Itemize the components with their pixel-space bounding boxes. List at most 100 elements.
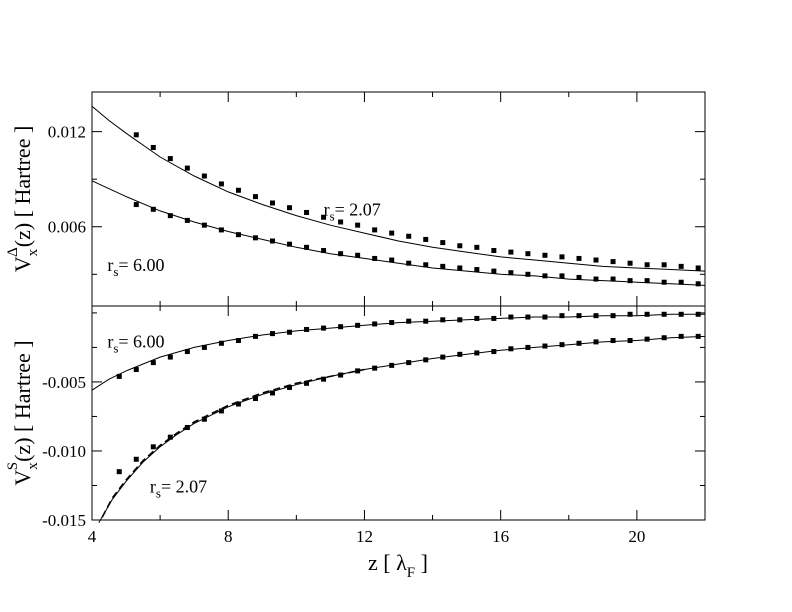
top-series-3-marker bbox=[525, 271, 531, 277]
bottom-series-1-marker bbox=[389, 320, 395, 326]
bottom-series-0-line bbox=[91, 313, 705, 391]
top-series-3-marker bbox=[610, 276, 616, 282]
top-series-3-marker bbox=[287, 241, 293, 247]
bottom-series-1-marker bbox=[218, 340, 224, 346]
bottom-series-4-marker bbox=[678, 333, 684, 339]
bottom-series-4-marker bbox=[627, 338, 633, 344]
bottom-series-1-marker bbox=[321, 325, 327, 331]
bottom-series-4-marker bbox=[133, 456, 139, 462]
x-tick-label: 8 bbox=[224, 527, 233, 546]
top-series-1-marker bbox=[491, 248, 497, 254]
bottom-series-4-marker bbox=[116, 469, 122, 475]
top-series-1-marker bbox=[610, 259, 616, 265]
top-series-1-marker bbox=[372, 227, 378, 233]
bottom-series-4-marker bbox=[593, 339, 599, 345]
bottom-series-4-marker bbox=[372, 365, 378, 371]
top-series-3-marker bbox=[372, 255, 378, 261]
bottom-series-1-marker bbox=[508, 314, 514, 320]
bottom-series-1-marker bbox=[133, 367, 139, 373]
top-annotation-label: rs= 6.00 bbox=[107, 255, 164, 279]
top-series-1-marker bbox=[423, 236, 429, 242]
bottom-panel-frame bbox=[91, 305, 706, 521]
top-y-axis-title-sup: Δ bbox=[5, 247, 21, 257]
top-series-3-marker bbox=[627, 278, 633, 284]
top-series-3-marker bbox=[252, 235, 258, 241]
bottom-series-4-marker bbox=[287, 384, 293, 390]
x-tick-label: 12 bbox=[356, 527, 373, 546]
top-series-1-marker bbox=[355, 222, 361, 228]
top-series-3-marker bbox=[576, 274, 582, 280]
bottom-y-tick-label: -0.005 bbox=[42, 373, 86, 392]
bottom-series-1-marker bbox=[627, 311, 633, 317]
top-series-1-marker bbox=[542, 252, 548, 258]
bottom-series-4-marker bbox=[508, 346, 514, 352]
bottom-series-4-marker bbox=[423, 357, 429, 363]
top-series-1-marker bbox=[201, 173, 207, 179]
top-series-1-marker bbox=[269, 200, 275, 206]
top-series-1-marker bbox=[287, 205, 293, 211]
top-series-1-marker bbox=[338, 219, 344, 225]
top-annotation-label: rs= 2.07 bbox=[324, 200, 381, 224]
top-series-1-marker bbox=[184, 165, 190, 171]
top-y-axis-title: VxΔ(z) [ Hartree ] bbox=[5, 126, 41, 273]
bottom-series-1-marker bbox=[287, 329, 293, 335]
top-panel-series bbox=[91, 105, 706, 287]
top-series-1-marker bbox=[252, 194, 258, 200]
bottom-series-4-marker bbox=[491, 349, 497, 355]
bottom-series-4-marker bbox=[252, 396, 258, 402]
bottom-series-1-marker bbox=[235, 338, 241, 344]
top-series-3-marker bbox=[389, 257, 395, 263]
bottom-series-4-marker bbox=[235, 401, 241, 407]
top-series-3-marker bbox=[661, 279, 667, 285]
x-axis-title-sub: F bbox=[407, 565, 415, 581]
top-series-3-marker bbox=[184, 217, 190, 223]
bottom-series-1-marker bbox=[423, 318, 429, 324]
top-series-3-marker bbox=[201, 222, 207, 228]
top-series-1-marker bbox=[218, 181, 224, 187]
top-series-3-marker bbox=[508, 270, 514, 276]
bottom-y-axis-title-main: V bbox=[10, 470, 35, 486]
top-series-1-marker bbox=[304, 209, 310, 215]
top-series-1-marker bbox=[474, 244, 480, 250]
bottom-annotation-label: rs= 6.00 bbox=[107, 331, 164, 355]
bottom-series-1-marker bbox=[661, 311, 667, 317]
top-series-3-marker bbox=[491, 268, 497, 274]
bottom-y-axis-title-sup: S bbox=[5, 462, 21, 470]
top-series-3-marker bbox=[218, 227, 224, 233]
bottom-series-4-marker bbox=[355, 368, 361, 374]
bottom-series-1-marker bbox=[474, 315, 480, 321]
bottom-series-1-marker bbox=[338, 324, 344, 330]
top-series-3-marker bbox=[423, 262, 429, 268]
bottom-series-1-marker bbox=[576, 313, 582, 319]
top-series-1-marker bbox=[321, 214, 327, 220]
bottom-series-4-marker bbox=[184, 424, 190, 430]
top-y-axis-title-main: V bbox=[10, 256, 35, 272]
top-series-1-marker bbox=[576, 255, 582, 261]
bottom-series-4-marker bbox=[661, 335, 667, 341]
top-series-3-marker bbox=[355, 252, 361, 258]
bottom-series-1-marker bbox=[269, 331, 275, 337]
top-series-3-marker bbox=[593, 276, 599, 282]
top-series-1-marker bbox=[406, 233, 412, 239]
bottom-series-1-marker bbox=[678, 311, 684, 317]
top-series-1-marker bbox=[593, 257, 599, 263]
bottom-series-4-marker bbox=[389, 362, 395, 368]
top-series-1-marker bbox=[167, 156, 173, 162]
bottom-series-1-marker bbox=[406, 318, 412, 324]
bottom-y-axis-title-rest: (z) [ Hartree ] bbox=[10, 340, 35, 462]
top-series-1-marker bbox=[133, 132, 139, 138]
bottom-y-tick-label: -0.015 bbox=[42, 511, 86, 530]
bottom-series-4-marker bbox=[440, 354, 446, 360]
bottom-series-4-marker bbox=[576, 340, 582, 346]
top-series-1-marker bbox=[627, 260, 633, 266]
bottom-series-4-marker bbox=[150, 444, 156, 450]
bottom-series-4-marker bbox=[559, 342, 565, 348]
top-y-tick-label: 0.006 bbox=[48, 218, 86, 237]
top-series-1-marker bbox=[457, 243, 463, 249]
top-series-1-marker bbox=[695, 265, 701, 271]
top-series-1-marker bbox=[150, 144, 156, 150]
top-series-3-marker bbox=[440, 263, 446, 269]
top-series-3-marker bbox=[167, 213, 173, 219]
bottom-series-1-marker bbox=[304, 326, 310, 332]
bottom-y-axis-title: VxS(z) [ Hartree ] bbox=[5, 340, 41, 485]
